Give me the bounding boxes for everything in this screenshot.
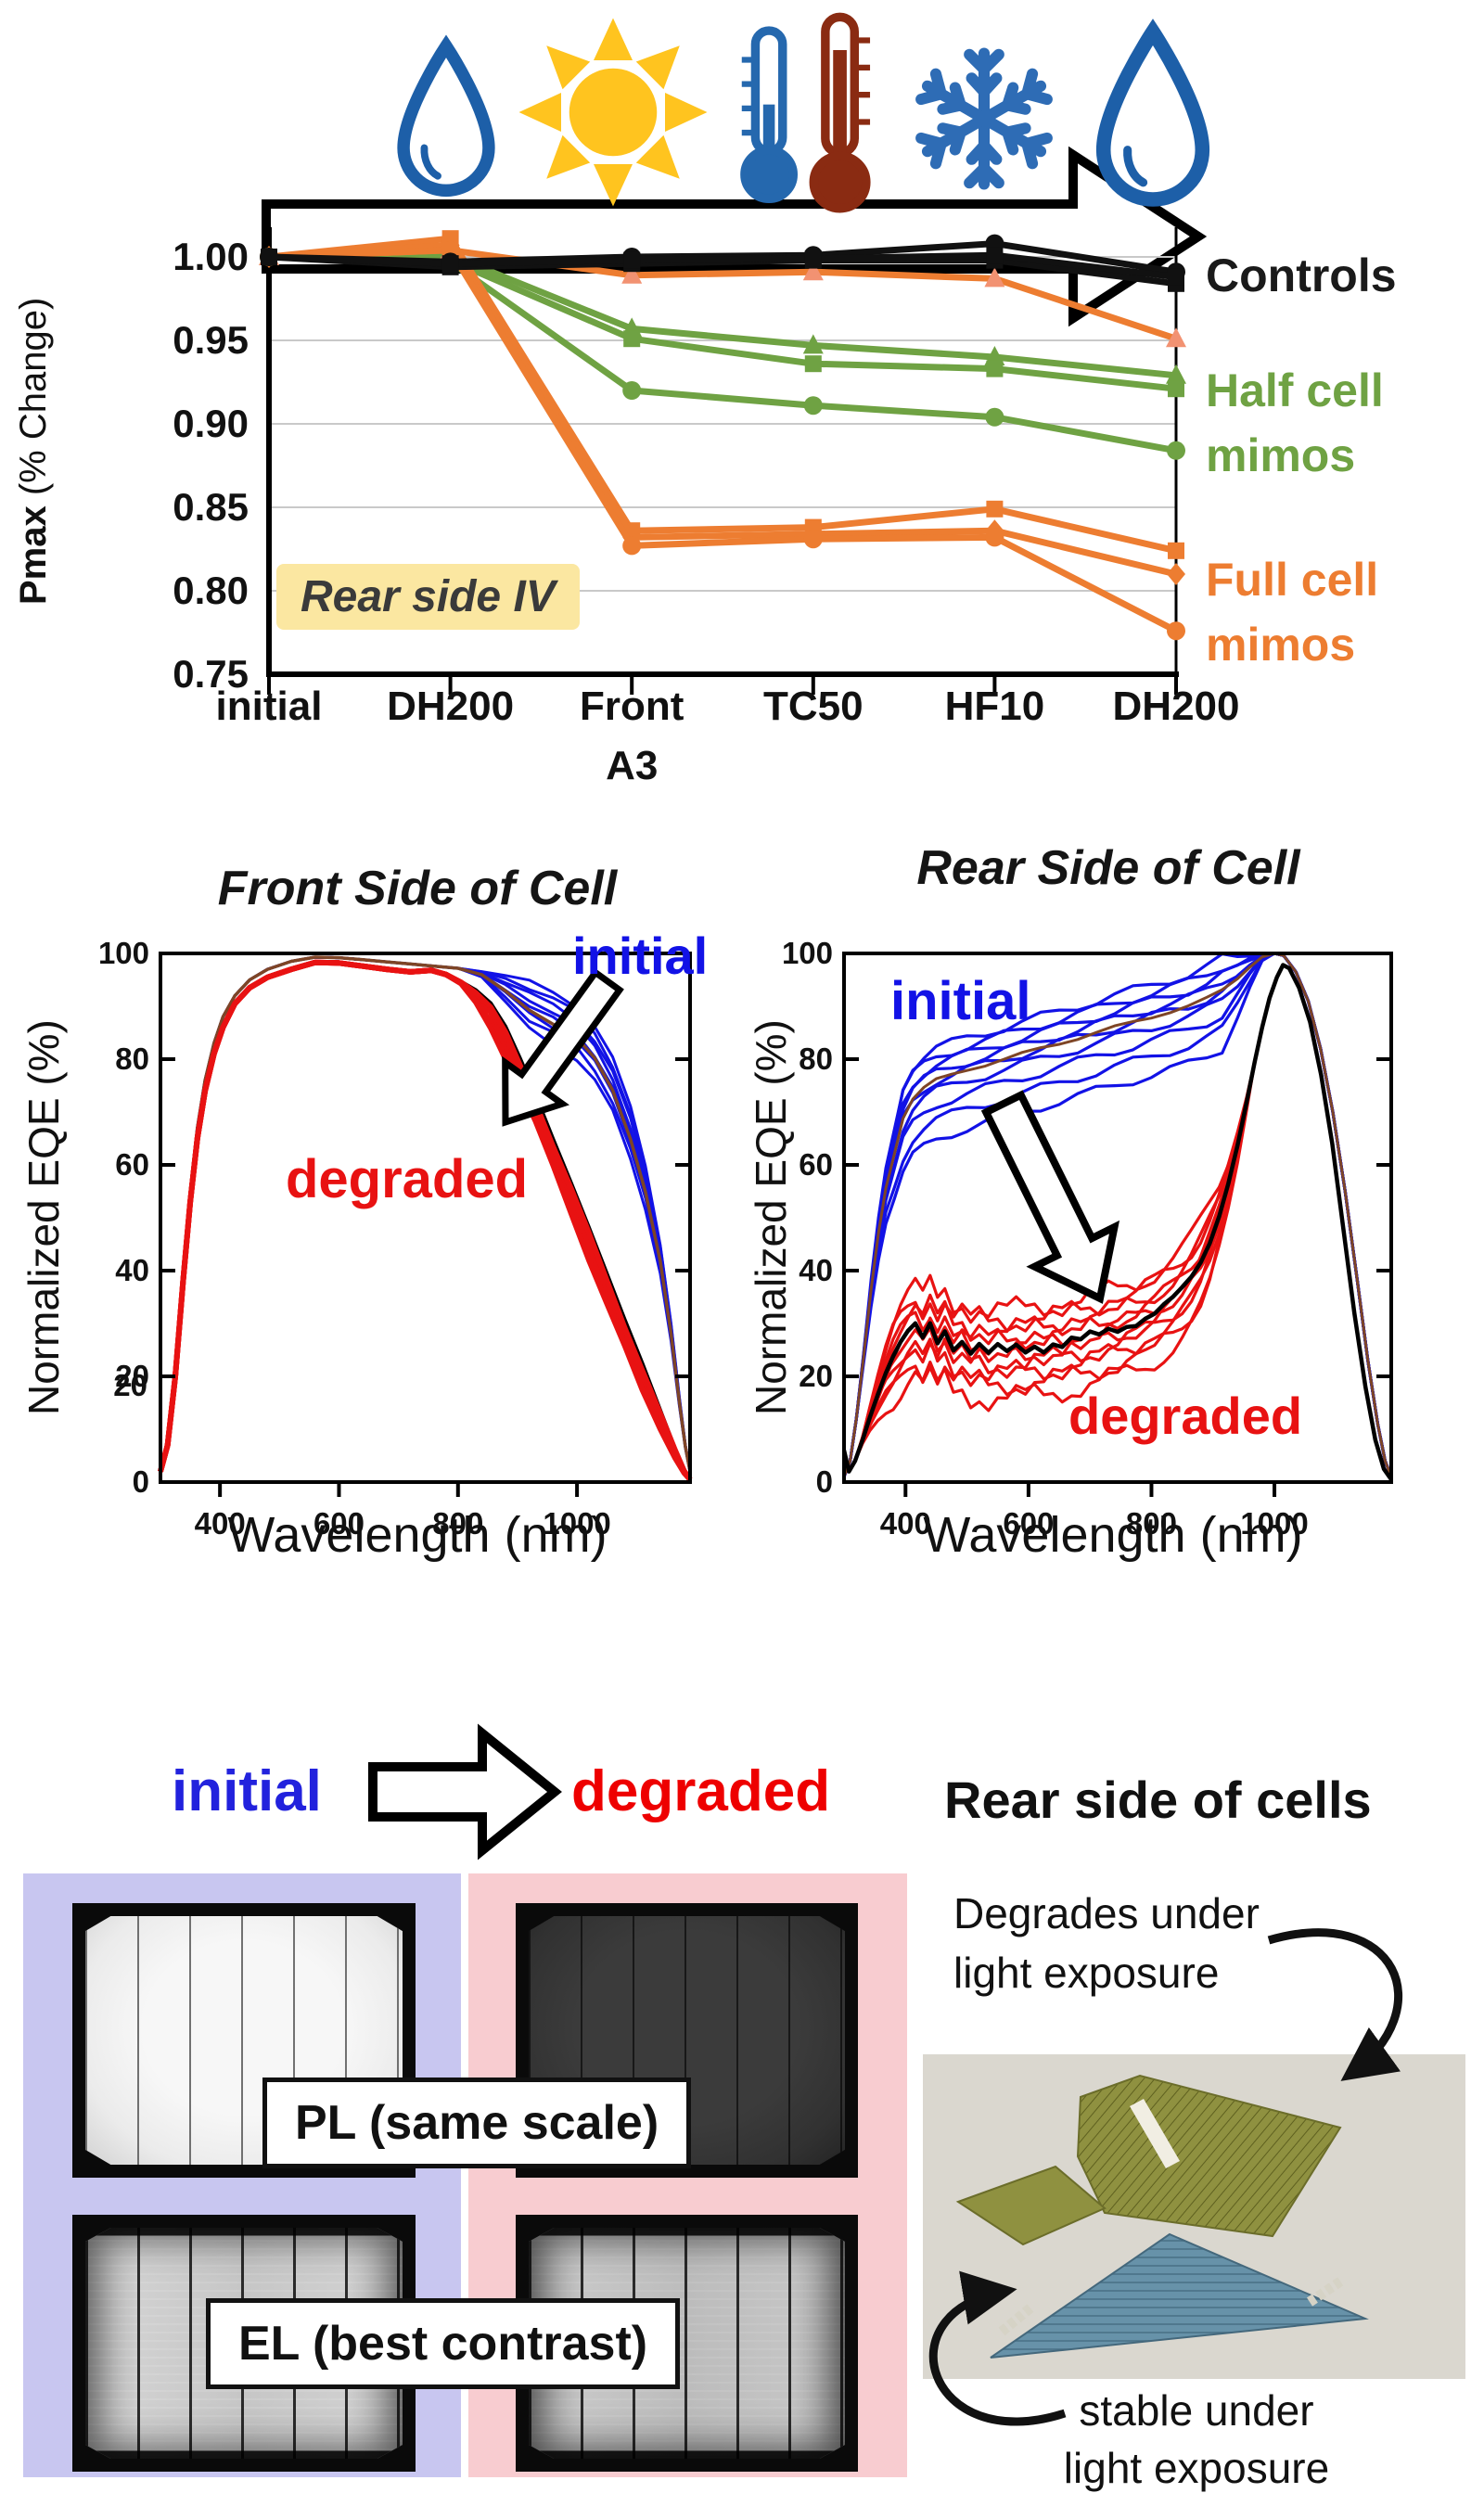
svg-text:20: 20: [113, 1368, 147, 1402]
svg-text:800: 800: [432, 1506, 483, 1541]
svg-text:0: 0: [816, 1464, 833, 1499]
el-label-box: EL (best contrast): [206, 2298, 681, 2389]
svg-text:TC50: TC50: [763, 684, 864, 729]
svg-text:0: 0: [133, 1464, 149, 1499]
legend-controls: Controls: [1206, 249, 1397, 301]
water-droplet-icon: [1093, 9, 1213, 221]
svg-text:1.00: 1.00: [173, 235, 249, 278]
rear-cells-photo: [923, 2054, 1465, 2379]
svg-text:600: 600: [313, 1506, 365, 1541]
svg-text:80: 80: [115, 1042, 149, 1076]
svg-text:100: 100: [98, 936, 149, 970]
svg-text:0.95: 0.95: [173, 318, 249, 362]
sun-icon: [516, 6, 710, 219]
svg-text:0.80: 0.80: [173, 569, 249, 612]
rear-cells-heading: Rear side of cells: [944, 1771, 1372, 1829]
rear-side-iv-annotation: Rear side IV: [276, 564, 580, 630]
cell-fragment-white-strip: [1130, 2099, 1180, 2168]
thermometers-icon: [729, 9, 887, 213]
bottom-degraded-label: degraded: [571, 1759, 831, 1823]
degrades-note-line2: light exposure: [953, 1949, 1220, 1997]
degrades-note-line1: Degrades under: [953, 1889, 1260, 1937]
svg-text:20: 20: [115, 1359, 149, 1393]
svg-text:600: 600: [1003, 1506, 1054, 1541]
svg-text:100: 100: [782, 936, 833, 970]
svg-text:20: 20: [799, 1359, 833, 1393]
legend-full-cell-line2: mimos: [1206, 619, 1356, 671]
svg-text:60: 60: [799, 1147, 833, 1182]
curved-arrow-degrades: [1267, 1928, 1403, 2081]
cell-fragment-blue-triangle: [990, 2232, 1369, 2359]
busbar-left: [998, 2301, 1037, 2336]
svg-text:Front: Front: [580, 684, 684, 729]
svg-text:400: 400: [880, 1506, 931, 1541]
pl-label-box: PL (same scale): [262, 2078, 692, 2168]
svg-text:60: 60: [115, 1147, 149, 1182]
front-eqe-x-axis-label: Wavelength (nm): [227, 1507, 608, 1563]
legend-full-cell-line1: Full cell: [1206, 554, 1379, 606]
snowflake-icon: [905, 24, 1063, 213]
rear-eqe-x-axis-label: Wavelength (nm): [923, 1507, 1303, 1563]
legend-half-cell-line2: mimos: [1206, 429, 1356, 481]
svg-text:80: 80: [799, 1042, 833, 1076]
svg-text:1000: 1000: [543, 1506, 610, 1541]
rear-degraded-annotation: degraded: [1068, 1387, 1303, 1445]
svg-text:DH200: DH200: [387, 684, 514, 729]
svg-text:1000: 1000: [1240, 1506, 1308, 1541]
svg-text:40: 40: [115, 1253, 149, 1287]
front-eqe-title: Front Side of Cell: [217, 862, 618, 915]
svg-text:0.90: 0.90: [173, 402, 249, 445]
stable-note-line1: stable under: [1079, 2386, 1314, 2435]
cell-fragment-olive-small: [955, 2165, 1107, 2246]
bottom-initial-label: initial: [172, 1759, 322, 1823]
rear-initial-annotation: initial: [890, 971, 1031, 1031]
rear-eqe-y-axis-label: Normalized EQE (%): [747, 1019, 795, 1416]
svg-text:400: 400: [195, 1506, 246, 1541]
stable-note-line2: light exposure: [1063, 2444, 1330, 2492]
front-initial-annotation: initial: [572, 927, 709, 985]
front-degraded-annotation: degraded: [286, 1149, 529, 1209]
svg-text:DH200: DH200: [1113, 684, 1240, 729]
hot-thermometer: [809, 12, 871, 213]
water-droplet-icon: [394, 19, 498, 217]
rear-eqe-title: Rear Side of Cell: [916, 841, 1300, 895]
pmax-y-axis-label: Pmax (% Change): [13, 297, 54, 605]
svg-text:0.75: 0.75: [173, 652, 249, 696]
svg-text:0.85: 0.85: [173, 485, 249, 529]
cold-thermometer: [740, 26, 798, 203]
curved-arrow-stable: [928, 2270, 1067, 2426]
front-eqe-y-axis-label: Normalized EQE (%): [19, 1019, 68, 1416]
busbar-right: [1306, 2275, 1347, 2307]
svg-text:A3: A3: [606, 743, 658, 788]
svg-text:initial: initial: [216, 684, 323, 729]
svg-text:HF10: HF10: [945, 684, 1045, 729]
legend-half-cell-line1: Half cell: [1206, 364, 1384, 416]
svg-text:40: 40: [799, 1253, 833, 1287]
svg-text:800: 800: [1126, 1506, 1177, 1541]
